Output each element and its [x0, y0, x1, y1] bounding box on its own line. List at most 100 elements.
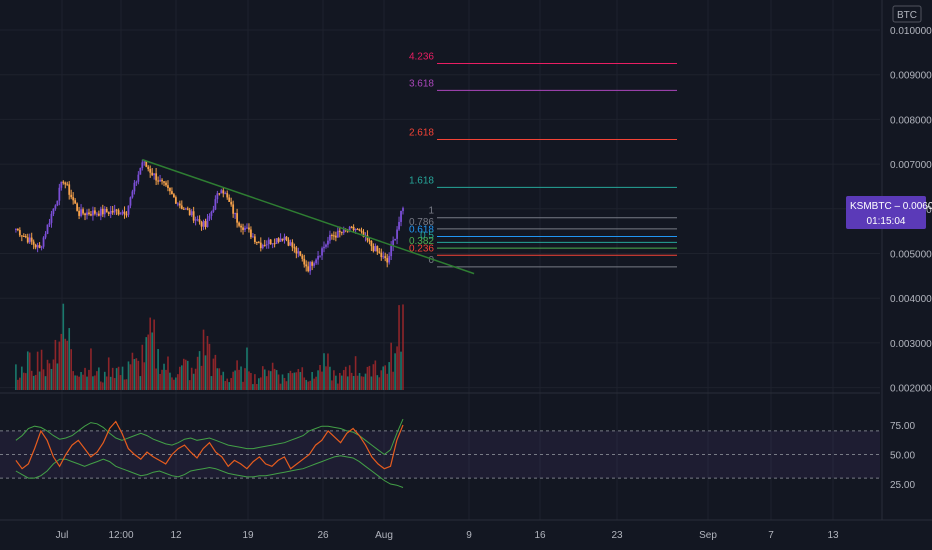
volume-bar	[299, 372, 302, 390]
time-axis[interactable]: Jul 12:00 12 19 26 Aug 9 16 23 Sep 7 13	[56, 530, 839, 541]
volume-bar	[378, 377, 381, 390]
volume-bar	[167, 356, 169, 390]
candle-body	[242, 227, 244, 230]
volume-bar	[263, 369, 266, 390]
volume-bar	[149, 317, 151, 390]
candle-body	[396, 229, 398, 239]
currency-label-text: BTC	[897, 10, 917, 21]
volume-bar	[74, 375, 76, 390]
badge-price: 0.006016	[903, 201, 932, 212]
volume-bar	[161, 369, 163, 390]
volume-bar	[92, 376, 94, 390]
candle-body	[147, 166, 150, 170]
candle-body	[354, 228, 357, 231]
price-tick-label: 0.009000	[890, 71, 932, 82]
currency-label[interactable]: BTC	[892, 5, 922, 23]
trendline[interactable]	[142, 158, 475, 275]
volume-bar	[182, 358, 185, 390]
volume-bar	[78, 376, 80, 390]
volume-bar	[96, 371, 98, 390]
fib-level-label: 4.236	[409, 52, 434, 63]
candle-body	[319, 255, 321, 257]
volume-bar	[19, 377, 21, 390]
volume-bar	[301, 367, 304, 390]
candle-body	[70, 194, 73, 198]
volume-bar	[342, 370, 345, 390]
candle-body	[291, 242, 294, 248]
volume-bar	[127, 361, 130, 390]
volume-bar	[335, 375, 337, 390]
volume-bar	[15, 364, 17, 390]
candle-body	[388, 256, 391, 263]
candle-body	[402, 208, 404, 211]
volume-bar	[44, 376, 47, 390]
volume-bar	[145, 337, 148, 390]
volume-bar	[240, 366, 242, 390]
candle-body	[204, 221, 207, 228]
candle-body	[222, 190, 225, 194]
volume-bar	[232, 371, 234, 390]
candle-body	[210, 211, 213, 216]
volume-bar	[230, 378, 232, 390]
candle-body	[317, 255, 319, 260]
candle-body	[38, 245, 41, 248]
volume-bar	[258, 378, 260, 390]
volume-bar	[366, 366, 369, 390]
candle-body	[32, 241, 35, 245]
volume-bar	[202, 329, 205, 390]
candle-body	[56, 200, 59, 206]
volume-bar	[279, 383, 282, 390]
candle-body	[26, 237, 29, 243]
candle-body	[113, 209, 116, 213]
volume-bar	[386, 373, 388, 390]
volume-bar	[103, 371, 106, 390]
badge-countdown: 01:15:04	[867, 216, 906, 227]
candle-body	[331, 235, 333, 237]
candle-body	[323, 246, 325, 249]
candle-body	[48, 222, 51, 225]
candle-body	[305, 264, 308, 267]
volume-bar	[147, 334, 150, 390]
candle-body	[80, 209, 82, 216]
time-tick-label: 12	[170, 530, 182, 541]
volume-bar	[173, 379, 175, 390]
candle-body	[101, 208, 104, 215]
volume-bar	[188, 380, 191, 390]
volume-bar	[157, 348, 159, 390]
volume-bar	[159, 373, 161, 390]
volume-bar	[123, 379, 126, 390]
candle-body	[78, 210, 80, 216]
candle-body	[123, 211, 126, 215]
candle-body	[234, 213, 237, 215]
candle-body	[386, 258, 389, 263]
volume-bar	[394, 353, 396, 390]
candle-body	[143, 161, 146, 163]
fibonacci-extension[interactable]: 4.2363.6182.6181.61810.7860.6180.50.3820…	[409, 52, 677, 268]
candle-body	[22, 236, 25, 238]
volume-bar	[153, 319, 155, 390]
candle-body	[295, 247, 298, 254]
volume-bar	[210, 376, 213, 390]
candle-body	[287, 239, 290, 246]
volume-bar	[70, 349, 72, 390]
candle-body	[133, 182, 136, 192]
trendline-segment[interactable]	[142, 158, 475, 275]
volume-bar	[254, 374, 256, 390]
candle-body	[261, 245, 264, 249]
volume-bar	[293, 372, 296, 390]
volume-bar	[23, 372, 25, 390]
volume-bar	[76, 375, 78, 390]
candle-body	[131, 191, 134, 198]
candle-body	[283, 236, 286, 241]
candle-body	[127, 205, 130, 215]
time-tick-label: 9	[466, 530, 472, 541]
volume-bar	[236, 360, 238, 390]
volume-bar	[109, 376, 112, 390]
candle-body	[174, 197, 177, 204]
volume-bar	[273, 368, 276, 390]
candle-body	[309, 262, 312, 272]
price-tick-label: 0.003000	[890, 339, 932, 350]
candle-body	[238, 222, 240, 226]
volume-bar	[181, 365, 183, 390]
